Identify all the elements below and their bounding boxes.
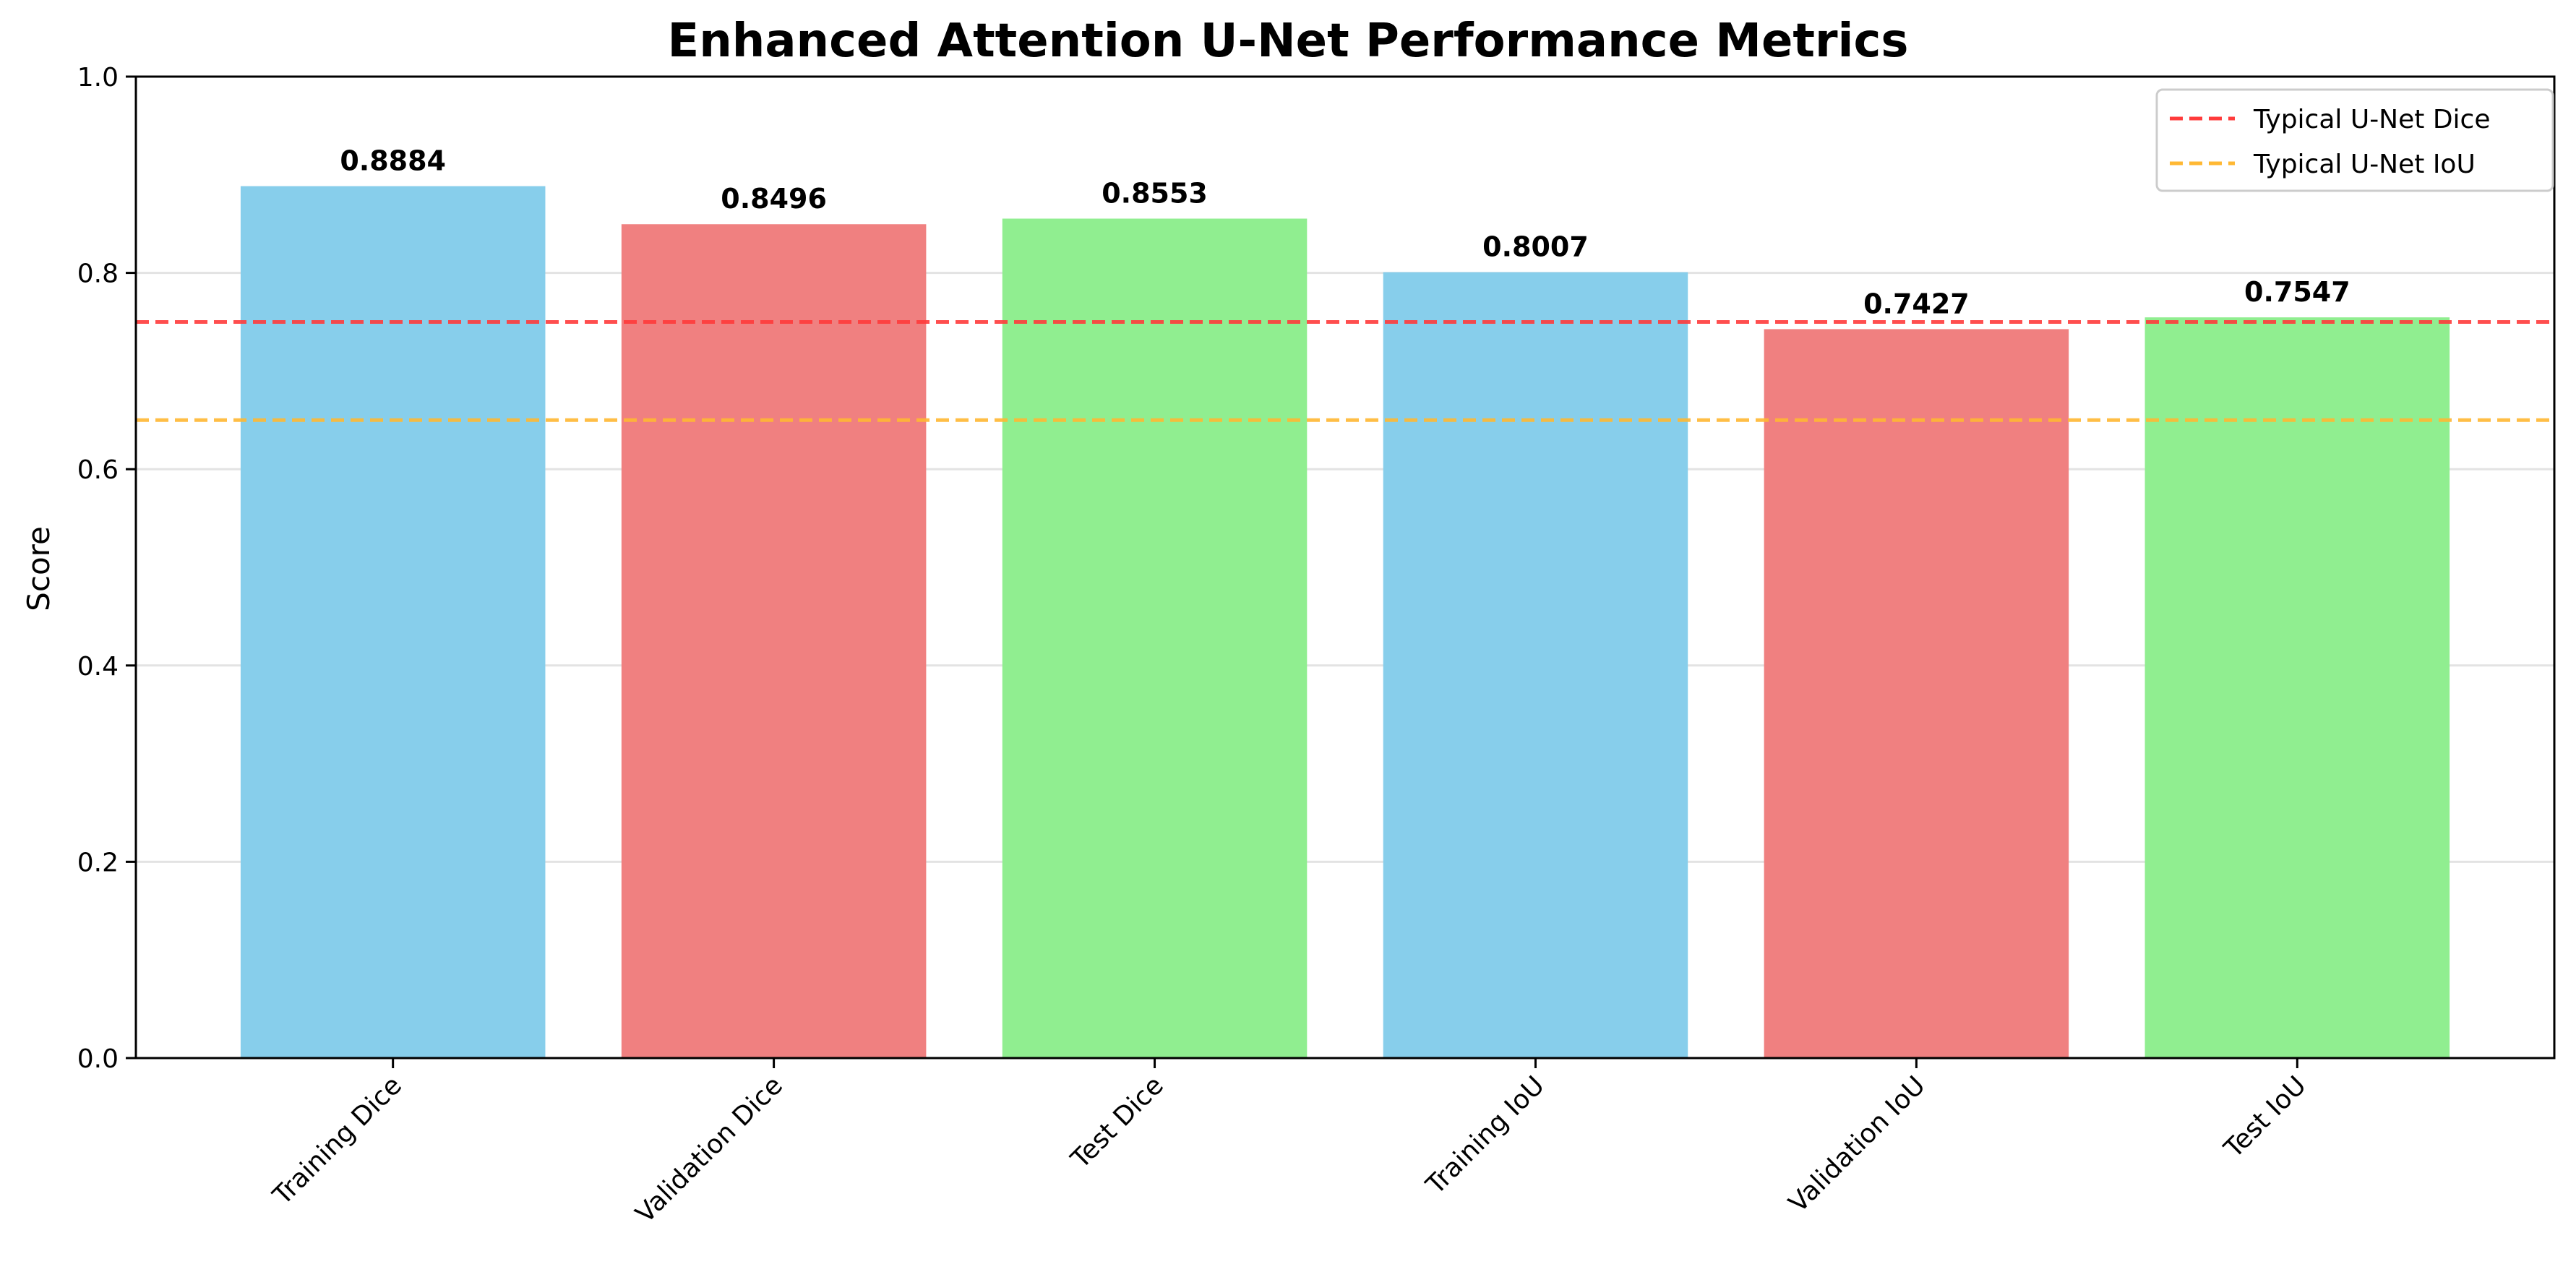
legend-box — [2155, 88, 2554, 192]
bar-value-label: 0.7427 — [1863, 288, 1970, 319]
y-tick-label: 0.8 — [77, 259, 119, 289]
y-tick-label: 0.0 — [77, 1044, 119, 1074]
y-tick-label: 0.6 — [77, 455, 119, 485]
bar-2 — [621, 224, 927, 1059]
bar-value-label: 0.8884 — [340, 145, 446, 177]
x-tick-label: Validation IoU — [1783, 1070, 1931, 1218]
bar-value-label: 0.7547 — [2244, 276, 2350, 308]
legend-label-dice: Typical U-Net Dice — [2253, 105, 2490, 134]
bar-1 — [240, 186, 546, 1059]
y-tick-label: 1.0 — [77, 63, 119, 93]
x-tick-label: Training Dice — [267, 1070, 408, 1211]
bar-3 — [1002, 218, 1308, 1059]
y-axis-label: Score — [21, 526, 56, 611]
plot-frame — [134, 75, 2556, 1060]
bar-4 — [1383, 272, 1688, 1058]
legend-label-iou: Typical U-Net IoU — [2253, 150, 2476, 179]
x-tick-label: Test Dice — [1065, 1070, 1169, 1174]
bar-value-label: 0.8553 — [1102, 178, 1208, 210]
x-tick-label: Training IoU — [1420, 1070, 1550, 1200]
x-tick-label: Validation Dice — [630, 1070, 789, 1229]
legend: Typical U-Net Dice Typical U-Net IoU — [2155, 88, 2554, 192]
bar-5 — [1764, 329, 2069, 1058]
y-tick-label: 0.2 — [77, 848, 119, 877]
bar-value-label: 0.8496 — [721, 183, 827, 215]
chart-title: Enhanced Attention U-Net Performance Met… — [668, 14, 1909, 68]
bar-value-label: 0.8007 — [1482, 231, 1589, 263]
bar-6 — [2144, 317, 2450, 1058]
y-tick-label: 0.4 — [77, 652, 119, 682]
x-tick-label: Test IoU — [2218, 1070, 2312, 1164]
